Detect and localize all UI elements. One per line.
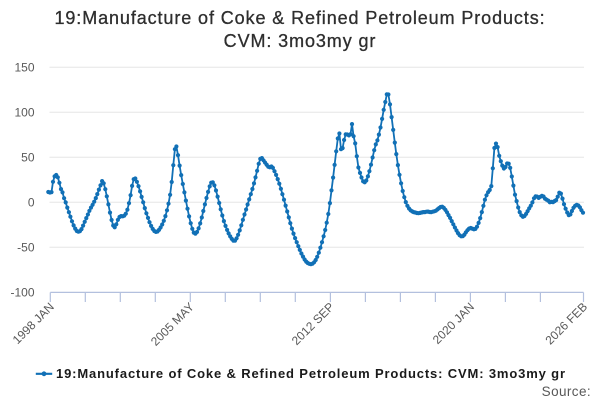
- svg-text:2012 SEP: 2012 SEP: [289, 300, 337, 348]
- svg-text:0: 0: [28, 196, 35, 210]
- svg-text:2026 FEB: 2026 FEB: [542, 300, 590, 348]
- svg-text:2020 JAN: 2020 JAN: [430, 300, 477, 347]
- svg-text:-100: -100: [10, 286, 34, 300]
- svg-text:100: 100: [14, 106, 34, 120]
- svg-text:2005 MAY: 2005 MAY: [148, 300, 197, 349]
- svg-text:150: 150: [14, 61, 34, 75]
- svg-text:1998 JAN: 1998 JAN: [10, 300, 57, 347]
- svg-text:50: 50: [21, 151, 35, 165]
- svg-text:-50: -50: [17, 241, 35, 255]
